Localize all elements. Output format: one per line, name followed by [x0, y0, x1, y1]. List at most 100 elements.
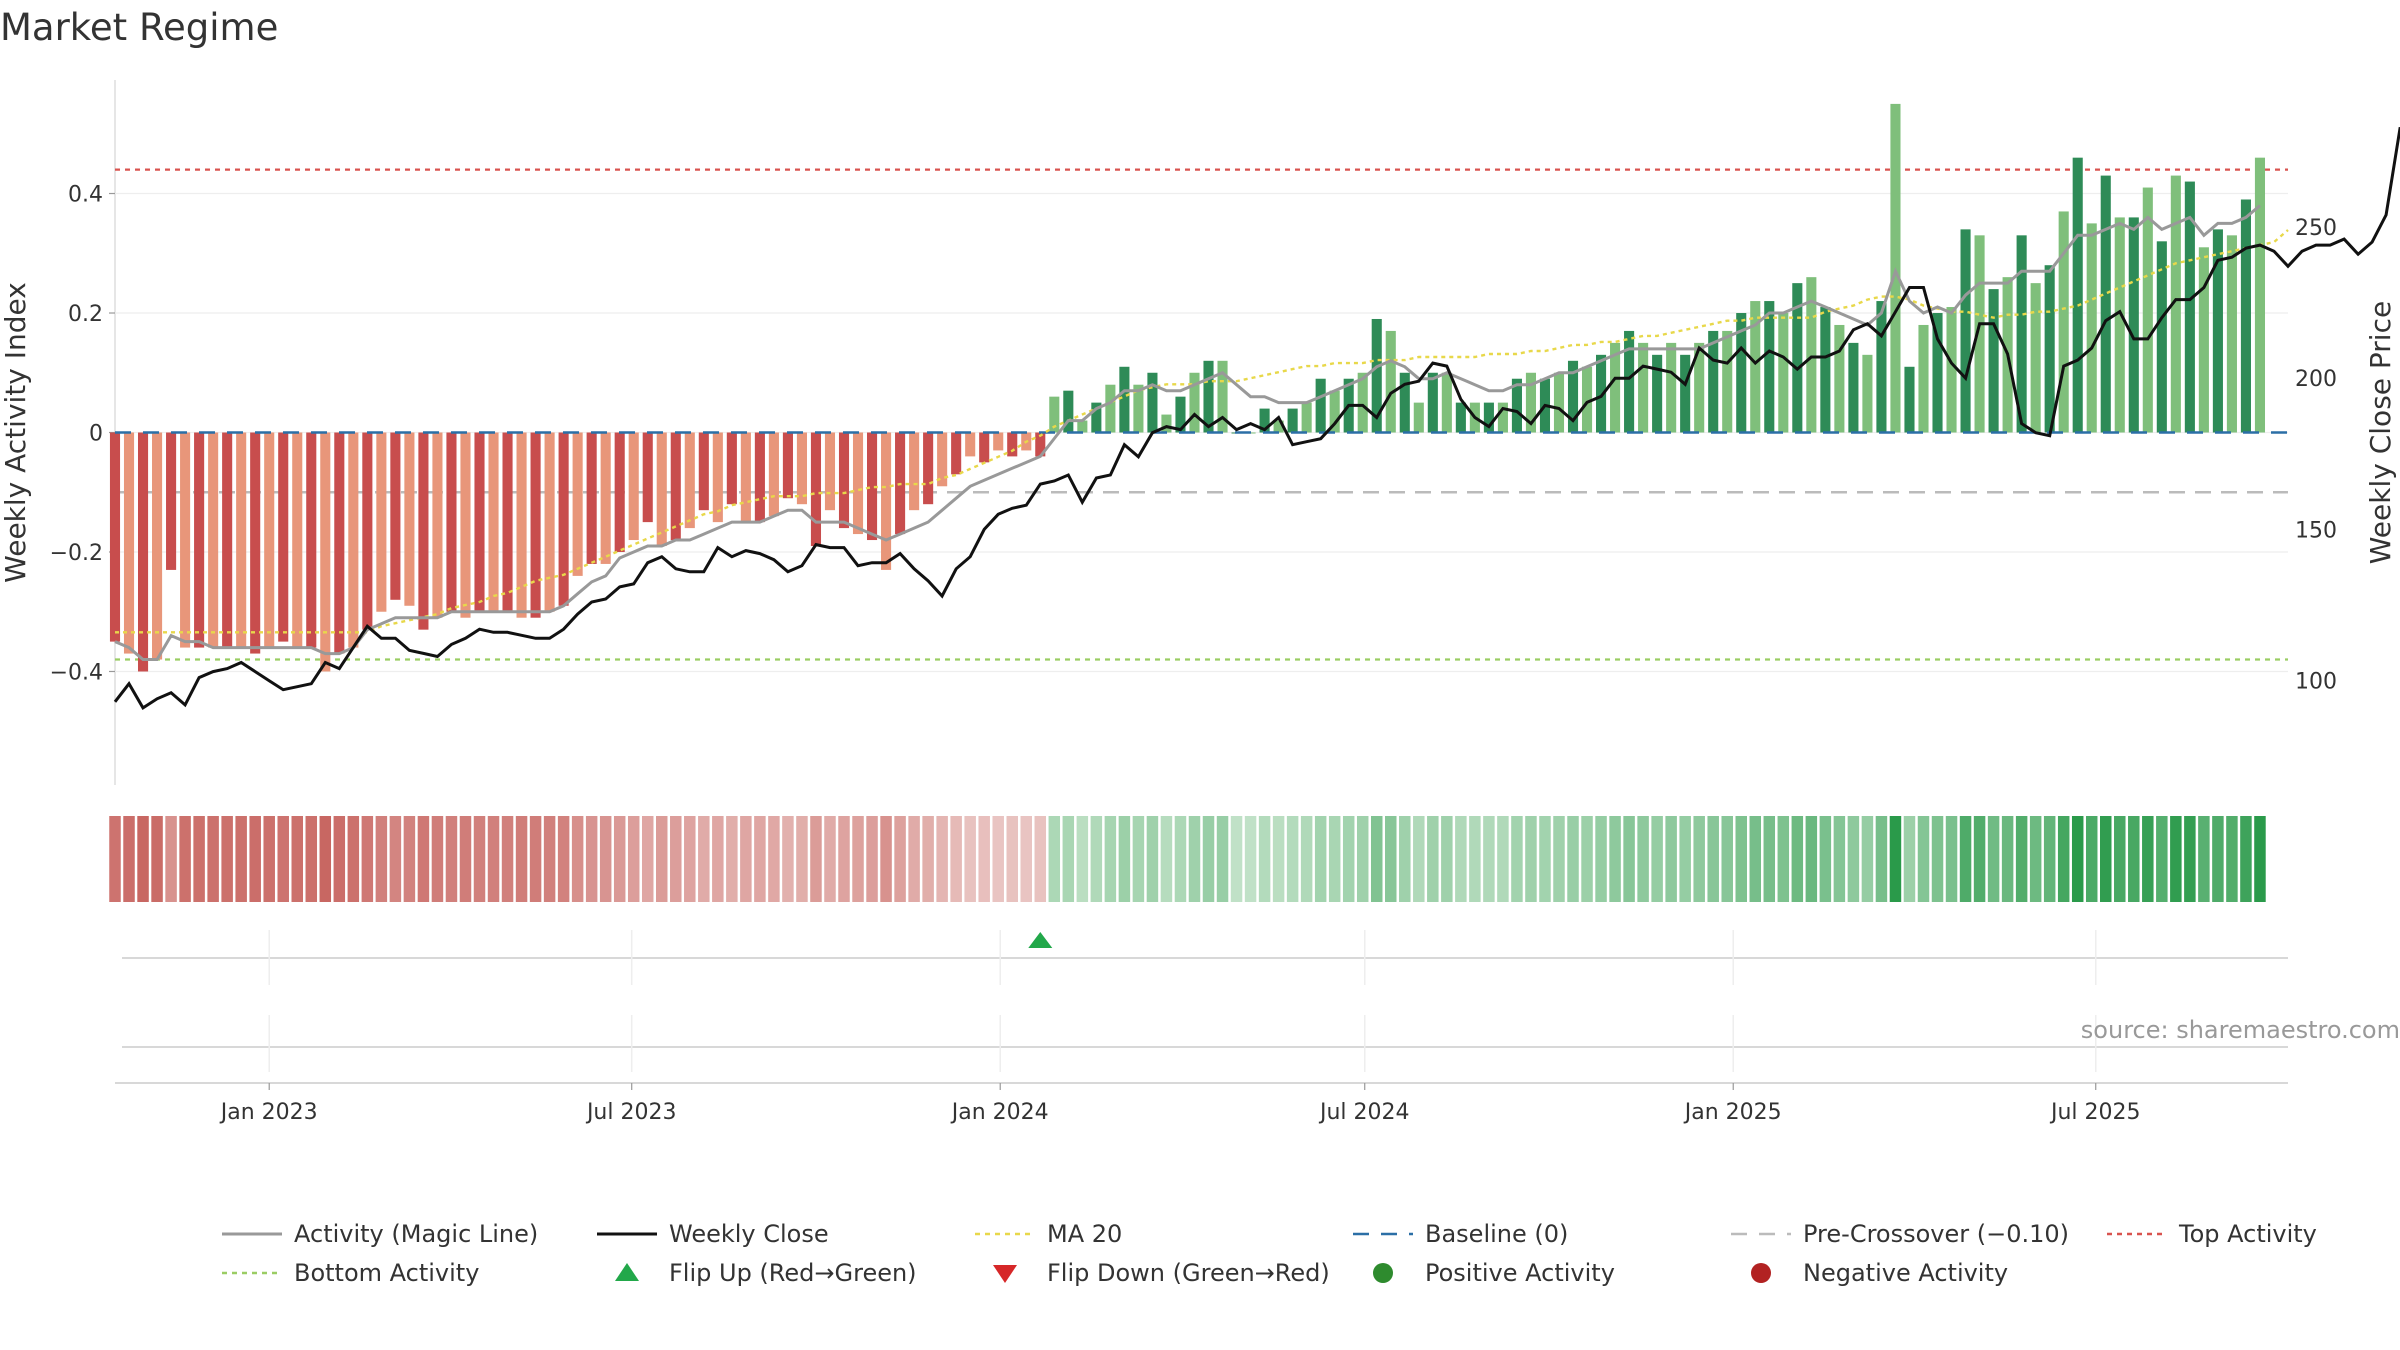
- y-tick-label: −0.2: [50, 541, 103, 566]
- activity-bar: [951, 432, 962, 475]
- regime-strip-cell: [1651, 816, 1663, 902]
- regime-strip-cell: [1581, 816, 1593, 902]
- activity-bar: [1007, 432, 1018, 457]
- regime-strip-cell: [1427, 816, 1439, 902]
- activity-bar: [1063, 390, 1074, 433]
- legend-item: MA 20: [975, 1220, 1122, 1248]
- activity-bar: [2142, 187, 2153, 433]
- regime-strip-cell: [389, 816, 402, 902]
- regime-strip-cell: [1637, 816, 1649, 902]
- regime-strip-cell: [698, 816, 710, 902]
- activity-bar: [2254, 157, 2266, 433]
- regime-strip-cell: [1160, 816, 1173, 902]
- regime-strip-cell: [585, 816, 598, 902]
- regime-strip-cell: [1875, 816, 1888, 902]
- regime-strip-cell: [908, 816, 920, 902]
- regime-strip-cell: [1539, 816, 1551, 902]
- regime-strip-cell: [1665, 816, 1677, 902]
- regime-strip-cell: [782, 816, 794, 902]
- x-tick-label: Jul 2025: [2049, 1100, 2141, 1125]
- activity-bar: [348, 432, 359, 648]
- activity-bar: [1455, 402, 1466, 433]
- activity-bar: [1624, 330, 1635, 433]
- regime-strip-cell: [1062, 816, 1075, 902]
- activity-bar: [2240, 199, 2251, 433]
- activity-bar: [376, 432, 387, 612]
- activity-bar: [1497, 402, 1508, 433]
- legend-item: Pre-Crossover (−0.10): [1731, 1220, 2069, 1248]
- regime-strip-cell: [235, 816, 247, 902]
- regime-strip-cell: [712, 816, 724, 902]
- regime-strip-cell: [1399, 816, 1411, 902]
- activity-bar: [474, 432, 485, 612]
- activity-bar: [838, 432, 850, 529]
- activity-bar: [1876, 301, 1887, 433]
- activity-bar: [1119, 366, 1130, 433]
- regime-strip-cell: [1413, 816, 1425, 902]
- regime-strip-cell: [1356, 816, 1369, 902]
- activity-bar: [1750, 301, 1761, 433]
- x-tick-label: Jan 2025: [1683, 1100, 1782, 1125]
- activity-bar: [194, 432, 205, 648]
- regime-strip-cell: [1441, 816, 1453, 902]
- activity-bar: [1820, 307, 1831, 433]
- regime-strip-cell: [2156, 816, 2168, 902]
- legend-label: Weekly Close: [669, 1220, 829, 1248]
- activity-bar: [965, 432, 976, 457]
- legend-swatch: [993, 1265, 1017, 1283]
- regime-strip-cell: [431, 816, 444, 902]
- y-axis-title: Weekly Activity Index: [0, 282, 32, 583]
- activity-bar: [292, 432, 303, 648]
- regime-strip-cell: [417, 816, 430, 902]
- regime-strip-cell: [796, 816, 808, 902]
- legend-label: Negative Activity: [1803, 1259, 2008, 1287]
- regime-strip-cell: [670, 816, 682, 902]
- activity-bar: [768, 432, 779, 517]
- regime-strip-cell: [1020, 816, 1033, 902]
- regime-strip-cell: [1006, 816, 1018, 902]
- regime-strip-cell: [2142, 816, 2154, 902]
- activity-bar: [2226, 235, 2237, 433]
- activity-bar: [404, 432, 415, 606]
- activity-bar: [1792, 283, 1803, 433]
- regime-strip-cell: [824, 816, 836, 902]
- activity-bar: [418, 432, 429, 630]
- activity-bar: [1932, 313, 1943, 433]
- regime-strip-cell: [1567, 816, 1579, 902]
- activity-bar: [1904, 366, 1915, 433]
- activity-bar: [937, 432, 948, 487]
- regime-strip-cell: [1483, 816, 1495, 902]
- activity-bar: [362, 432, 373, 630]
- activity-bar: [432, 432, 443, 618]
- activity-bar: [586, 432, 597, 564]
- regime-strip-cell: [221, 816, 233, 902]
- activity-bar: [137, 432, 149, 672]
- activity-bar: [684, 432, 695, 529]
- activity-bar: [1525, 372, 1537, 433]
- regime-strip-cell: [1763, 816, 1776, 902]
- activity-bar: [1680, 354, 1691, 433]
- activity-bar: [1553, 372, 1565, 433]
- activity-bar: [600, 432, 611, 564]
- activity-bar: [1778, 313, 1789, 433]
- regime-strip-cell: [1328, 816, 1341, 902]
- regime-strip-cell: [1370, 816, 1383, 902]
- regime-strip-cell: [1819, 816, 1832, 902]
- regime-strip-cell: [179, 816, 191, 902]
- regime-strip-cell: [1272, 816, 1285, 902]
- y2-tick-label: 250: [2295, 216, 2337, 241]
- regime-strip-cell: [1945, 816, 1958, 902]
- activity-bar: [2086, 223, 2097, 433]
- activity-bar: [993, 432, 1004, 451]
- activity-bar: [824, 432, 836, 511]
- x-tick-label: Jan 2024: [950, 1100, 1049, 1125]
- activity-bar: [754, 432, 765, 523]
- regime-strip-cell: [2015, 816, 2028, 902]
- activity-bar: [923, 432, 934, 505]
- activity-bar: [1315, 378, 1326, 433]
- regime-strip-cell: [852, 816, 864, 902]
- activity-bar: [1974, 235, 1985, 433]
- activity-bar: [1652, 354, 1663, 433]
- legend-swatch: [1751, 1263, 1771, 1283]
- regime-strip-cell: [880, 816, 892, 902]
